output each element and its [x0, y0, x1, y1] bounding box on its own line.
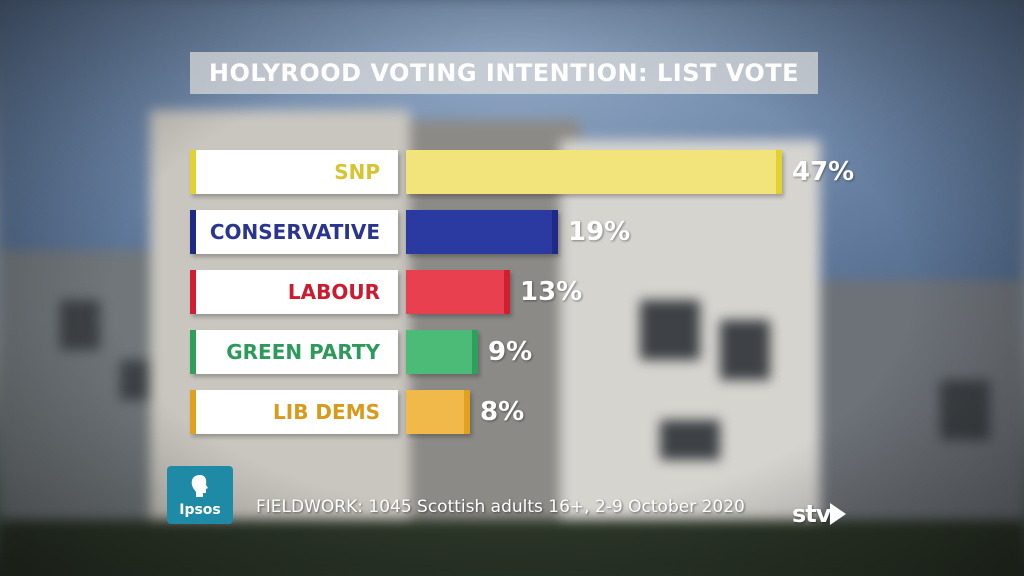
ipsos-head-icon [191, 475, 208, 497]
chart-title-box: HOLYROOD VOTING INTENTION: LIST VOTE [190, 52, 818, 94]
bar-conservative [406, 210, 558, 254]
party-label-text: SNP [334, 160, 380, 184]
bar-snp [406, 150, 782, 194]
party-label-text: CONSERVATIVE [209, 220, 380, 244]
fieldwork-note: FIELDWORK: 1045 Scottish adults 16+, 2-9… [256, 497, 745, 517]
party-label-lib-dems: LIB DEMS [190, 390, 398, 434]
party-label-text: LIB DEMS [273, 400, 380, 424]
value-label-snp: 47% [792, 157, 855, 187]
value-label-green-party: 9% [488, 337, 533, 367]
ipsos-logo-text: Ipsos [179, 502, 221, 518]
value-label-conservative: 19% [568, 217, 631, 247]
party-label-text: LABOUR [287, 280, 380, 304]
party-label-text: GREEN PARTY [226, 340, 380, 364]
party-label-labour: LABOUR [190, 270, 398, 314]
stv-logo: stv [792, 494, 858, 534]
party-label-snp: SNP [190, 150, 398, 194]
stv-arrow-icon [830, 503, 847, 525]
chart-title: HOLYROOD VOTING INTENTION: LIST VOTE [208, 59, 800, 87]
party-label-conservative: CONSERVATIVE [190, 210, 398, 254]
value-label-labour: 13% [520, 277, 583, 307]
bar-lib-dems [406, 390, 470, 434]
bar-green-party [406, 330, 478, 374]
ipsos-logo: Ipsos [167, 466, 233, 524]
value-label-lib-dems: 8% [480, 397, 525, 427]
bar-labour [406, 270, 510, 314]
stv-logo-text: stv [792, 500, 831, 528]
party-label-green-party: GREEN PARTY [190, 330, 398, 374]
